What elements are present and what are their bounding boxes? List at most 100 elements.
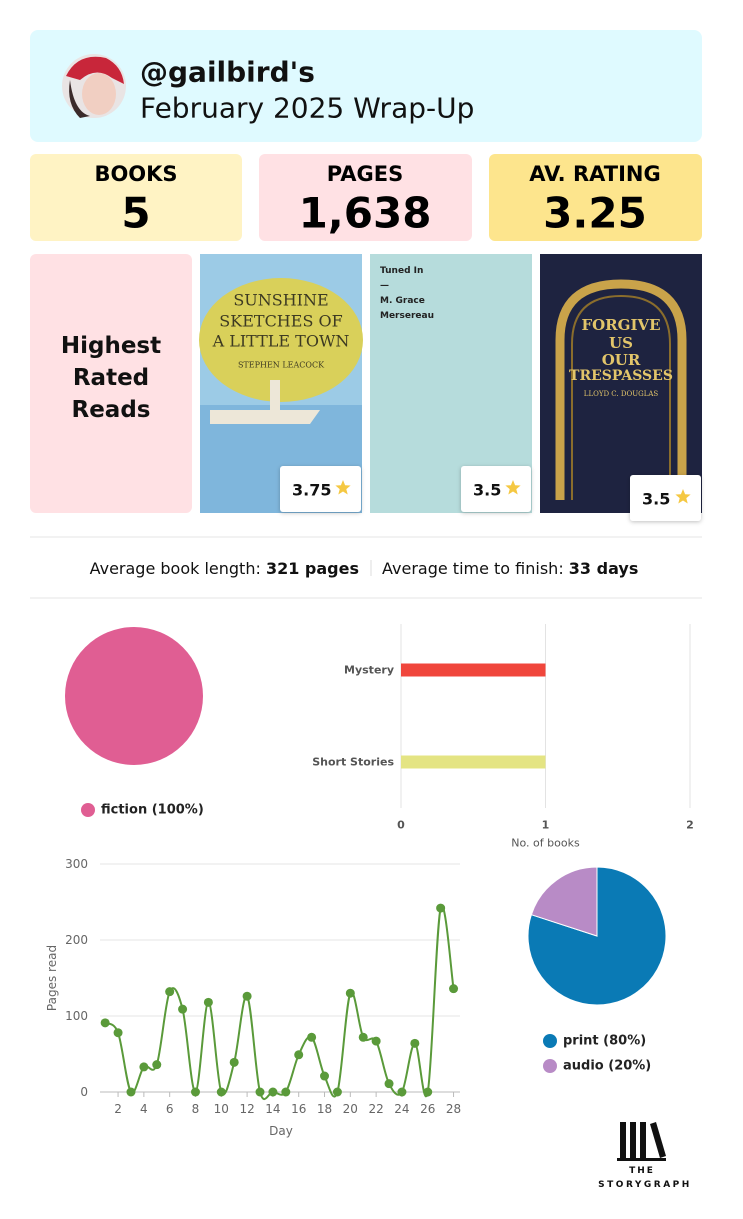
point: [113, 1028, 123, 1038]
x-tick-label: 10: [214, 1102, 229, 1116]
x-tick-label: 2: [686, 819, 694, 832]
legend-label: audio (20%): [563, 1059, 651, 1074]
legend-swatch: [81, 803, 95, 817]
legend-label: fiction (100%): [101, 803, 204, 818]
point: [449, 984, 459, 994]
x-tick-label: 12: [239, 1102, 254, 1116]
cover-title: Mersereau: [380, 311, 434, 321]
cover-title: TRESPASSES: [569, 368, 673, 384]
point: [281, 1087, 291, 1097]
average-stat: Average book length: 321 pages: [90, 559, 359, 578]
bar: [401, 755, 546, 769]
x-axis-label: No. of books: [511, 837, 580, 850]
point: [216, 1087, 226, 1097]
point: [294, 1050, 304, 1060]
book-cover: FORGIVE US OUR TRESPASSES LLOYD C. DOUGL…: [540, 254, 702, 513]
stat-card: [259, 154, 472, 241]
x-tick-label: 4: [140, 1102, 148, 1116]
legend-swatch: [543, 1034, 557, 1048]
charts: fiction (100%) 0 1 2 No. of books Mystery Shor…: [45, 624, 694, 1138]
point: [268, 1087, 278, 1097]
y-tick-label: 100: [65, 1009, 88, 1023]
point: [332, 1087, 342, 1097]
header-card: [30, 30, 702, 142]
highest-rated-title-box: Highest Rated Reads: [60, 333, 162, 423]
cover-title: A LITTLE TOWN: [212, 332, 350, 351]
point: [100, 1018, 110, 1028]
cover-author: LLOYD C. DOUGLAS: [584, 390, 659, 398]
cover-title: SUNSHINE: [233, 291, 328, 310]
x-tick-label: 0: [397, 819, 405, 832]
point: [229, 1057, 239, 1067]
rating-value: 3.5: [642, 490, 670, 509]
x-tick-label: 18: [317, 1102, 332, 1116]
point: [242, 991, 252, 1001]
stat-label: BOOKS: [94, 162, 177, 186]
point: [255, 1087, 265, 1097]
y-tick-label: Mystery: [344, 664, 394, 677]
brand: STORYGRAPH: [598, 1180, 692, 1190]
point: [345, 988, 355, 998]
rating-badge: [630, 475, 701, 521]
bar: [401, 663, 546, 677]
point: [139, 1062, 149, 1072]
cover-title: US: [609, 334, 633, 352]
y-tick-label: Short Stories: [312, 756, 394, 769]
rating-badges: 3.75 3.5 3.5: [280, 466, 701, 521]
point: [410, 1038, 420, 1048]
point: [397, 1087, 407, 1097]
stat-label: PAGES: [327, 162, 403, 186]
cover-title: OUR: [602, 351, 641, 369]
cover-title: FORGIVE: [581, 316, 660, 334]
logo: THE STORYGRAPH: [598, 1122, 692, 1190]
point: [358, 1032, 368, 1042]
point: [423, 1087, 433, 1097]
x-tick-label: 16: [291, 1102, 306, 1116]
x-tick-label: 22: [368, 1102, 383, 1116]
stat-label: AV. RATING: [529, 162, 660, 186]
point: [165, 987, 175, 997]
x-tick-label: 20: [343, 1102, 358, 1116]
point: [371, 1036, 381, 1046]
x-tick-label: 8: [192, 1102, 200, 1116]
highest-rated-card: [30, 254, 192, 513]
stat-value: 5: [121, 189, 150, 238]
stat-value: 3.25: [543, 189, 647, 238]
cover-title: SKETCHES OF: [219, 312, 342, 331]
point: [436, 903, 446, 913]
avatar: [62, 54, 126, 118]
cover-author: STEPHEN LEACOCK: [238, 361, 325, 370]
point: [178, 1004, 188, 1014]
star-icon: [335, 480, 351, 495]
point: [126, 1087, 136, 1097]
cover-title: Tuned In: [380, 266, 423, 276]
rating-value: 3.75: [292, 481, 331, 500]
subtitle: February 2025 Wrap-Up: [140, 92, 474, 125]
pie-slice: [65, 627, 203, 765]
point: [384, 1079, 394, 1089]
handle: @gailbird's: [140, 56, 315, 89]
legend-swatch: [543, 1059, 557, 1073]
highest-rated-title: Highest Rated Reads: [60, 333, 162, 423]
pie-slice: [530, 866, 598, 937]
y-tick-label: 300: [65, 857, 88, 871]
average-value: 321 pages: [266, 559, 359, 578]
star-icon: [505, 480, 521, 495]
y-tick-label: 0: [80, 1085, 88, 1099]
point: [307, 1032, 317, 1042]
rating-badge: [280, 466, 361, 512]
brand-top: THE: [629, 1166, 655, 1176]
x-tick-label: 2: [114, 1102, 122, 1116]
point: [152, 1060, 162, 1070]
stat-card: [489, 154, 702, 241]
average-label: Average time to finish:: [382, 559, 564, 578]
stat-card: [30, 154, 242, 241]
rating-badge: [461, 466, 531, 512]
x-axis-label: Day: [269, 1124, 293, 1138]
rating-value: 3.5: [473, 481, 501, 500]
legend-label: print (80%): [563, 1034, 646, 1049]
average-label: Average book length:: [90, 559, 261, 578]
average-value: 33 days: [569, 559, 639, 578]
